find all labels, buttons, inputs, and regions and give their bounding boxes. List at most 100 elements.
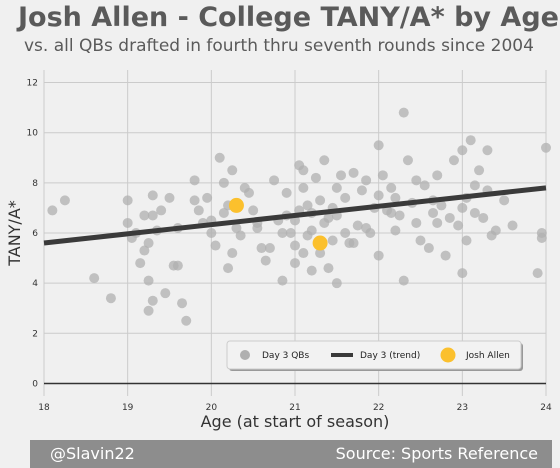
qb-point [223, 263, 234, 274]
qb-point [352, 220, 363, 231]
qb-point [457, 268, 468, 279]
qb-point [315, 248, 326, 259]
qb-point [499, 195, 510, 206]
qb-point [444, 212, 455, 223]
qb-point [256, 243, 267, 254]
qb-point [340, 228, 351, 238]
x-tick-label: 21 [289, 403, 300, 413]
qb-point [465, 135, 476, 146]
qb-point [340, 192, 351, 203]
qb-point [402, 155, 413, 166]
qb-point [143, 238, 154, 249]
legend-label-day3: Day 3 QBs [262, 351, 309, 361]
y-tick-label: 8 [32, 179, 38, 189]
qb-point [348, 167, 359, 178]
qb-point [461, 235, 472, 246]
qb-point [306, 265, 317, 276]
qb-point [235, 230, 246, 241]
qb-point [302, 200, 313, 211]
qb-point [541, 142, 551, 153]
qb-point [386, 182, 397, 193]
qb-point [248, 205, 259, 216]
qb-point [373, 250, 384, 261]
qb-point [139, 245, 150, 256]
qb-point [277, 275, 288, 286]
legend-label-trend: Day 3 (trend) [360, 351, 420, 361]
x-tick-label: 19 [122, 403, 134, 413]
trend-line-group [43, 185, 547, 246]
qb-point [432, 217, 443, 228]
qb-point [394, 210, 405, 221]
qb-point [398, 107, 409, 118]
qb-point [310, 172, 321, 183]
qb-point [47, 205, 58, 216]
qb-point [323, 263, 334, 274]
qb-point [373, 190, 384, 201]
qb-point [269, 175, 280, 186]
qb-point [469, 207, 480, 218]
qb-point [432, 170, 443, 181]
y-tick-label: 10 [27, 129, 39, 139]
y-tick-label: 0 [32, 379, 38, 389]
qb-point [210, 240, 221, 251]
qb-point [348, 238, 359, 249]
qb-point [147, 210, 158, 221]
qb-point [390, 192, 401, 203]
legend-label-josh: Josh Allen [465, 351, 510, 361]
qb-point [160, 288, 171, 299]
qb-point [331, 278, 342, 289]
qb-point [260, 255, 271, 266]
qb-point [227, 248, 238, 259]
qb-point [415, 235, 426, 246]
qb-point [218, 207, 229, 218]
qb-point [281, 187, 292, 198]
footer-source: Source: Sports Reference [335, 444, 538, 463]
qb-point [411, 175, 422, 186]
qb-point [227, 165, 238, 176]
qb-point [147, 190, 158, 201]
qb-point [122, 217, 133, 228]
x-tick-label: 20 [206, 403, 218, 413]
qb-point [139, 210, 150, 221]
qb-point [482, 145, 493, 156]
footer-author: @Slavin22 [50, 444, 135, 463]
josh-allen-point [228, 197, 244, 213]
qb-point [319, 155, 330, 166]
qb-point [361, 175, 372, 186]
qb-point [490, 225, 501, 236]
y-tick-label: 2 [32, 329, 38, 339]
qb-point [135, 258, 146, 269]
qb-point [290, 240, 300, 251]
y-axis-label: TANY/A* [5, 200, 24, 267]
qb-point [356, 185, 367, 196]
qb-point [474, 165, 485, 176]
qb-point [336, 170, 347, 181]
qb-point [143, 275, 154, 286]
qb-point [206, 228, 217, 238]
qb-point [243, 187, 254, 198]
qb-point [181, 315, 192, 326]
qb-point [373, 140, 384, 151]
qb-point [89, 273, 100, 284]
qb-point [189, 175, 200, 186]
y-tick-label: 12 [27, 79, 38, 89]
qb-point [214, 152, 225, 163]
qb-point [147, 295, 158, 306]
qb-point [59, 195, 70, 206]
qb-point [469, 180, 480, 191]
qb-point [419, 180, 430, 191]
y-tick-label: 4 [32, 279, 38, 289]
qb-point [440, 250, 451, 261]
qb-point [122, 195, 133, 206]
qb-point [423, 243, 434, 254]
qb-point [218, 177, 229, 188]
x-tick-label: 18 [38, 403, 50, 413]
y-tick-label: 6 [32, 229, 38, 239]
qb-point [264, 243, 275, 254]
qb-point [105, 293, 116, 304]
qb-point [411, 217, 422, 228]
qb-point [457, 145, 468, 156]
footer-bar: @Slavin22 Source: Sports Reference [30, 440, 552, 468]
josh-allen-point [312, 235, 328, 251]
